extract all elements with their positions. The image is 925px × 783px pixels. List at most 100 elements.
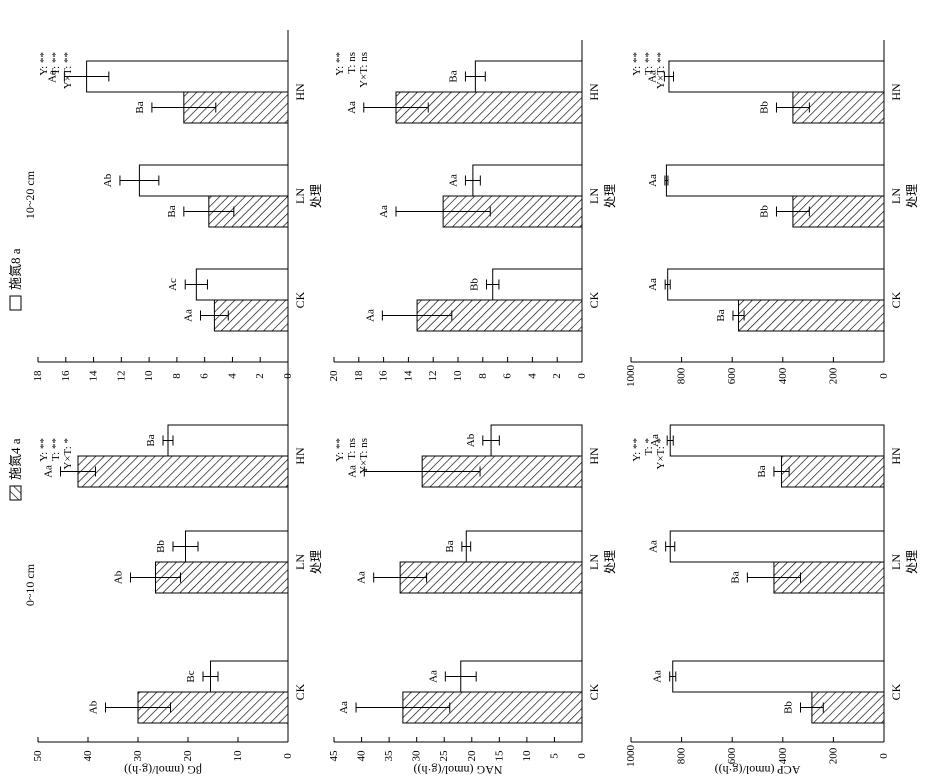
bar-n4 <box>781 455 885 488</box>
value-tick-label: 30 <box>411 750 423 762</box>
value-tick-label: 2 <box>254 373 266 379</box>
depth-header: 10~20 cm <box>23 170 37 219</box>
value-tick-label: 10 <box>452 370 464 382</box>
bar-n8 <box>474 60 583 93</box>
panel-2: 0 5 10 15 20 25 30 35 40 45 NAG (nmol/(g·h)) CK Aa Aa… <box>328 424 617 777</box>
category-label: LN <box>889 188 903 204</box>
value-tick-label: 40 <box>82 750 94 762</box>
bar-n8 <box>185 530 289 563</box>
value-axis-title: ACP (nmol/(g·h)) <box>715 763 801 777</box>
significance-letter: Aa <box>427 670 439 683</box>
value-tick-label: 18 <box>32 370 44 382</box>
value-tick-label: 1000 <box>625 365 637 388</box>
significance-letter: Aa <box>647 174 659 187</box>
treatment-axis-title: 处理 <box>309 184 323 208</box>
significance-letter: Aa <box>646 70 658 83</box>
value-tick-label: 4 <box>226 373 238 379</box>
significance-letter: Ab <box>465 433 477 447</box>
significance-letter: Ba <box>756 465 768 477</box>
value-tick-label: 6 <box>199 373 211 379</box>
value-tick-label: 0 <box>878 753 890 759</box>
significance-letter: Aa <box>183 309 195 322</box>
significance-letter: Bb <box>155 540 167 553</box>
significance-letter: Bb <box>469 278 481 291</box>
significance-letter: Aa <box>648 540 660 553</box>
value-tick-label: 10 <box>143 370 155 382</box>
legend: 施氮4 a 施氮8 a <box>8 248 23 501</box>
treatment-axis-title: 处理 <box>309 550 323 574</box>
value-tick-label: 16 <box>378 370 390 382</box>
panel-1: 0 2 4 6 8 10 12 14 16 18 CK Aa Ac LN Ba Ab HN Ba Aa 处理 Y: **… <box>32 40 323 382</box>
value-tick-label: 0 <box>878 373 890 379</box>
value-tick-label: 0 <box>282 373 294 379</box>
significance-letter: Ba <box>447 70 459 82</box>
value-tick-label: 20 <box>466 750 478 762</box>
value-tick-label: 5 <box>548 753 560 759</box>
legend-swatch-n8 <box>9 295 22 311</box>
value-axis-title: βG (nmol/(g·h)) <box>124 763 202 777</box>
significance-letter: Ba <box>145 434 157 446</box>
value-tick-label: 20 <box>182 750 194 762</box>
stats-annotation: Y: ** <box>334 52 346 76</box>
value-tick-label: 0 <box>576 373 588 379</box>
category-label: LN <box>889 554 903 570</box>
significance-letter: Aa <box>647 278 659 291</box>
value-tick-label: 4 <box>526 373 538 379</box>
value-tick-label: 25 <box>438 750 450 762</box>
significance-letter: Aa <box>364 309 376 322</box>
category-label: CK <box>587 683 601 700</box>
category-label: LN <box>293 554 307 570</box>
significance-letter: Ba <box>444 540 456 552</box>
bar-n8 <box>195 268 289 301</box>
significance-letter: Aa <box>652 670 664 683</box>
bar-n8 <box>665 164 885 197</box>
category-label: HN <box>293 447 307 465</box>
legend-swatch-n4 <box>9 485 22 501</box>
bar-n8 <box>490 424 583 457</box>
treatment-axis-title: 处理 <box>603 550 617 574</box>
bar-n8 <box>668 60 885 93</box>
significance-letter: Ba <box>166 205 178 217</box>
panel-5: 0 200 400 600 800 1000 CK Ba Aa LN Bb Aa HN Bb Aa 处理 Y: … <box>625 40 919 387</box>
bar-n8 <box>669 424 885 457</box>
bar-n8 <box>210 660 289 693</box>
value-tick-label: 8 <box>477 373 489 379</box>
stats-annotation: Y×T: ns <box>358 52 370 88</box>
stats-annotation: T: * <box>643 438 655 455</box>
bar-n4 <box>77 455 289 488</box>
category-label: CK <box>293 683 307 700</box>
bar-n8 <box>460 660 583 693</box>
panel-3: 0 2 4 6 8 10 12 14 16 18 20 CK Aa Bb LN Aa Aa HN Aa Ba 处理 Y: … <box>328 40 617 382</box>
stats-annotation: Y: ** <box>631 438 643 462</box>
significance-letter: Bb <box>758 101 770 114</box>
bar-n8 <box>669 530 885 563</box>
value-tick-label: 14 <box>88 370 100 382</box>
stats-annotation: Y×T: ns <box>358 438 370 474</box>
value-tick-label: 50 <box>32 750 44 762</box>
significance-letter: Bb <box>758 205 770 218</box>
stats-annotation: Y: ** <box>38 52 50 76</box>
value-tick-label: 800 <box>676 367 688 384</box>
category-label: HN <box>889 83 903 101</box>
stats-annotation: Y: ** <box>38 438 50 462</box>
bar-n8 <box>167 424 289 457</box>
category-label: HN <box>587 447 601 465</box>
stats-annotation: T: ** <box>50 52 62 75</box>
significance-letter: Ba <box>134 101 146 113</box>
category-label: CK <box>293 291 307 308</box>
value-tick-label: 2 <box>551 373 563 379</box>
value-tick-label: 14 <box>402 370 414 382</box>
value-tick-label: 200 <box>827 367 839 384</box>
stats-annotation: T: ns <box>346 52 358 74</box>
value-tick-label: 200 <box>827 747 839 764</box>
stats-annotation: Y×T: ** <box>62 52 74 89</box>
significance-letter: Ab <box>88 700 100 714</box>
significance-letter: Bb <box>783 701 795 714</box>
value-tick-label: 0 <box>576 753 588 759</box>
value-tick-label: 16 <box>60 370 72 382</box>
value-tick-label: 12 <box>115 371 127 382</box>
legend-label-n4: 施氮4 a <box>8 438 23 480</box>
